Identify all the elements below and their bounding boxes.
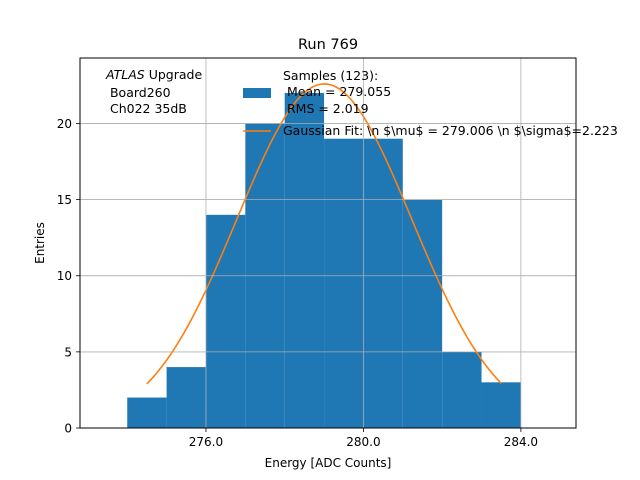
legend: Samples (123): Mean = 279.055 RMS = 2.01… [243, 68, 618, 138]
atlas-label: ATLAS Upgrade Board260 Ch022 35dB [105, 67, 202, 116]
y-axis-label: Entries [33, 222, 47, 264]
x-tick-label: 280.0 [346, 435, 380, 449]
histogram-bar [127, 397, 167, 428]
histogram-bar [166, 367, 206, 428]
histogram-bar [442, 351, 482, 428]
x-ticks: 276.0 280.0 284.0 [189, 428, 538, 449]
histogram-bar [402, 199, 443, 428]
y-tick-label: 0 [64, 422, 72, 436]
plot-frame [79, 57, 577, 429]
histogram-bar [324, 138, 364, 428]
y-tick-label: 15 [57, 193, 72, 207]
histogram-bar [205, 214, 246, 428]
x-axis-label: Energy [ADC Counts] [265, 456, 392, 470]
histogram-bar [284, 93, 325, 429]
atlas-label-rest: Upgrade [145, 67, 203, 82]
legend-mean-line: Mean = 279.055 [283, 84, 391, 99]
chart-title: Run 769 [298, 37, 358, 53]
y-tick-label: 20 [57, 117, 72, 131]
atlas-label-italic: ATLAS [105, 67, 145, 82]
histogram-bar [363, 138, 403, 428]
legend-samples-line: Samples (123): [283, 68, 378, 83]
histogram-bar [481, 382, 521, 428]
x-tick-label: 284.0 [504, 435, 538, 449]
grid-overlay [80, 58, 576, 428]
svg-text:ATLAS Upgrade: ATLAS Upgrade [105, 67, 202, 82]
legend-rms-line: RMS = 2.019 [283, 101, 369, 116]
atlas-label-channel: Ch022 35dB [106, 101, 187, 116]
legend-fit-label: Gaussian Fit: \n $\mu$ = 279.006 \n $\si… [283, 123, 618, 138]
y-ticks: 0 5 10 15 20 [57, 117, 80, 436]
x-tick-label: 276.0 [189, 435, 223, 449]
y-tick-label: 5 [64, 345, 72, 359]
y-tick-label: 10 [57, 269, 72, 283]
legend-histogram-swatch [243, 88, 271, 98]
atlas-label-board: Board260 [106, 85, 171, 100]
